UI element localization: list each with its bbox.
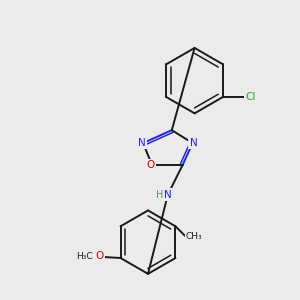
- Text: O: O: [96, 251, 104, 261]
- Text: O: O: [147, 160, 155, 170]
- Text: N: N: [190, 138, 197, 148]
- Text: H: H: [156, 190, 164, 200]
- Text: Cl: Cl: [245, 92, 256, 102]
- Text: N: N: [138, 138, 146, 148]
- Text: N: N: [164, 190, 172, 200]
- Text: CH₃: CH₃: [186, 232, 202, 241]
- Text: H₃C: H₃C: [76, 251, 93, 260]
